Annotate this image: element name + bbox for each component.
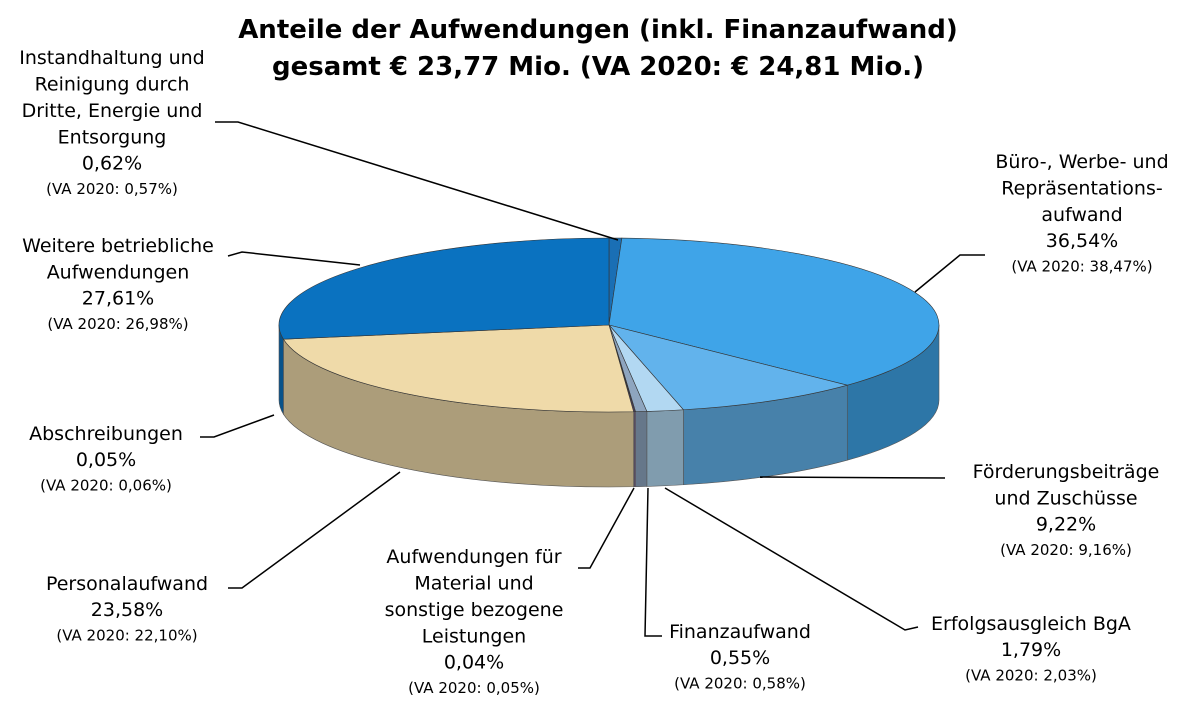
value-label: 9,22%: [1036, 514, 1096, 536]
leader-line: [200, 414, 275, 438]
leader-line: [664, 487, 919, 631]
slice: [608, 324, 849, 411]
leader-line: [227, 251, 361, 266]
value-label: 0,55%: [710, 647, 770, 669]
category-label: Weitere betriebliche Aufwendungen: [22, 235, 214, 284]
comparison-label: (VA 2020: 0,05%): [408, 679, 540, 697]
slice: [282, 324, 635, 413]
comparison-label: (VA 2020: 9,16%): [1000, 541, 1132, 559]
leader-line: [578, 487, 635, 569]
category-label: Büro-, Werbe- und Repräsentations-aufwand: [995, 151, 1168, 226]
value-label: 1,79%: [1001, 639, 1061, 661]
category-label: Erfolgsausgleich BgA: [931, 613, 1131, 635]
chart-title: Anteile der Aufwendungen (inkl. Finanzau…: [238, 15, 958, 82]
slice-side: [635, 411, 648, 488]
leader-line: [228, 471, 401, 589]
comparison-label: (VA 2020: 0,06%): [40, 477, 172, 495]
comparison-label: (VA 2020: 2,03%): [965, 667, 1097, 685]
value-label: 0,62%: [82, 153, 142, 175]
comparison-label: (VA 2020: 22,10%): [56, 627, 197, 645]
leader-line: [644, 487, 662, 637]
comparison-label: (VA 2020: 26,98%): [47, 315, 188, 333]
value-label: 36,54%: [1046, 230, 1118, 252]
category-label: Instandhaltung und Reinigung durch Dritte,…: [19, 47, 204, 149]
comparison-label: (VA 2020: 38,47%): [1011, 258, 1152, 276]
slice-side: [646, 409, 684, 487]
leader-line: [759, 476, 946, 479]
comparison-label: (VA 2020: 0,57%): [46, 180, 178, 198]
category-label: Aufwendungen für Material und sonstige bez…: [385, 546, 564, 648]
value-label: 0,05%: [76, 449, 136, 471]
value-label: 0,04%: [444, 652, 504, 674]
category-label: Personalaufwand: [46, 573, 208, 595]
leader-line: [215, 121, 619, 241]
category-label: Abschreibungen: [29, 423, 183, 445]
value-label: 23,58%: [91, 599, 163, 621]
comparison-label: (VA 2020: 0,58%): [674, 675, 806, 693]
category-label: Finanzaufwand: [669, 621, 811, 643]
leader-line: [914, 254, 985, 293]
slice: [278, 237, 610, 340]
value-label: 27,61%: [82, 288, 154, 310]
category-label: Förderungsbeiträge und Zuschüsse: [973, 461, 1160, 510]
slice: [608, 237, 940, 386]
